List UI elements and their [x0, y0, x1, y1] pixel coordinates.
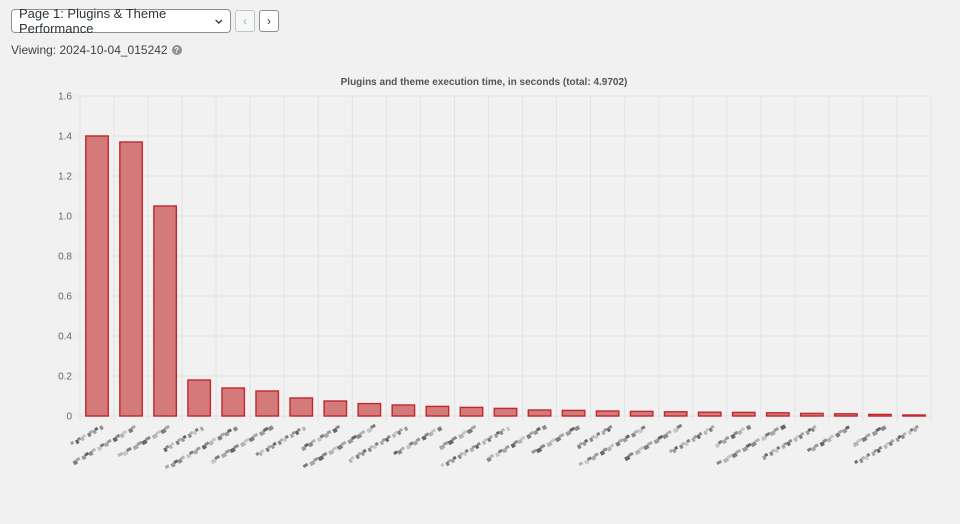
- x-tick-label-obscured: [438, 424, 477, 451]
- x-tick-label-obscured: [348, 426, 409, 464]
- x-tick-label-obscured: [70, 425, 104, 445]
- chevron-down-icon: [214, 18, 222, 24]
- x-tick-label-obscured: [624, 423, 683, 462]
- page-select[interactable]: Page 1: Plugins & Theme Performance: [11, 6, 231, 36]
- bar[interactable]: [459, 406, 484, 417]
- bar[interactable]: [391, 404, 416, 417]
- y-tick-label: 0.2: [58, 372, 72, 383]
- bar[interactable]: [255, 390, 280, 417]
- y-tick-label: 1.0: [58, 212, 72, 223]
- x-tick-label-obscured: [668, 424, 715, 454]
- bar[interactable]: [902, 414, 926, 417]
- x-tick-label-obscured: [576, 424, 613, 450]
- viewing-info: Viewing: 2024-10-04_015242 ?: [11, 43, 182, 57]
- x-tick-label-obscured: [762, 424, 817, 461]
- bar[interactable]: [663, 411, 688, 417]
- bar[interactable]: [221, 387, 246, 417]
- y-tick-label: 1.2: [58, 172, 72, 183]
- toolbar: Page 1: Plugins & Theme Performance ‹ ›: [11, 6, 279, 36]
- x-tick-label-obscured: [302, 423, 376, 468]
- x-tick-label-obscured: [714, 424, 752, 449]
- x-tick-label-obscured: [531, 425, 581, 454]
- prev-page-button[interactable]: ‹: [235, 10, 255, 32]
- bar[interactable]: [357, 402, 382, 417]
- chart-title: Plugins and theme execution time, in sec…: [341, 77, 628, 88]
- chart-bars: [85, 135, 926, 417]
- x-tick-label-obscured: [806, 425, 850, 452]
- x-tick-label-obscured: [578, 425, 646, 466]
- x-tick-label-obscured: [393, 426, 443, 455]
- bar[interactable]: [561, 409, 586, 417]
- bar[interactable]: [697, 411, 722, 417]
- x-tick-label-obscured: [854, 424, 919, 464]
- y-tick-label: 0.8: [58, 252, 72, 263]
- page-select-value: Page 1: Plugins & Theme Performance: [19, 6, 167, 36]
- x-tick-label-obscured: [301, 424, 341, 452]
- bar[interactable]: [187, 379, 212, 417]
- y-axis: 0 0.2 0.4 0.6 0.8 1.0 1.2 1.4 1.6: [58, 92, 72, 423]
- viewing-value: 2024-10-04_015242: [59, 43, 168, 57]
- bar[interactable]: [527, 409, 552, 417]
- bar[interactable]: [119, 141, 143, 417]
- bar[interactable]: [425, 405, 450, 417]
- x-tick-label-obscured: [852, 425, 887, 448]
- bar[interactable]: [765, 412, 790, 417]
- bar[interactable]: [323, 400, 348, 417]
- x-tick-label-obscured: [117, 424, 170, 457]
- chevron-right-icon: ›: [267, 14, 271, 28]
- x-tick-label-obscured: [72, 424, 136, 466]
- x-tick-label-obscured: [255, 426, 307, 457]
- x-tick-label-obscured: [486, 424, 548, 463]
- bar[interactable]: [493, 407, 518, 417]
- bar[interactable]: [153, 205, 178, 417]
- y-tick-label: 1.6: [58, 92, 72, 103]
- bar[interactable]: [289, 397, 314, 417]
- question-circle-icon[interactable]: ?: [171, 45, 182, 55]
- bar[interactable]: [85, 135, 109, 417]
- next-page-button[interactable]: ›: [259, 10, 279, 32]
- x-tick-label-obscured: [163, 426, 205, 453]
- x-axis-labels: [70, 423, 919, 469]
- bar[interactable]: [833, 413, 858, 417]
- bar[interactable]: [868, 413, 892, 417]
- viewing-label: Viewing:: [11, 43, 57, 57]
- y-tick-label: 0: [66, 412, 72, 423]
- y-tick-label: 0.4: [58, 332, 72, 343]
- x-tick-label-obscured: [210, 425, 274, 465]
- bar[interactable]: [595, 410, 620, 417]
- chevron-left-icon: ‹: [243, 14, 247, 28]
- y-tick-label: 1.4: [58, 132, 72, 143]
- x-tick-label-obscured: [716, 424, 787, 465]
- bar[interactable]: [629, 410, 654, 417]
- chart-grid: [75, 95, 932, 421]
- bar[interactable]: [731, 411, 756, 417]
- x-tick-label-obscured: [164, 426, 239, 469]
- bar[interactable]: [799, 412, 824, 417]
- x-tick-label-obscured: [440, 426, 511, 467]
- y-tick-label: 0.6: [58, 292, 72, 303]
